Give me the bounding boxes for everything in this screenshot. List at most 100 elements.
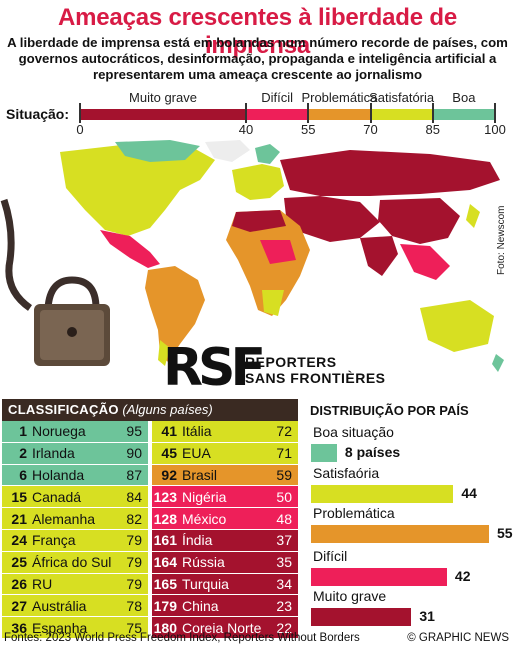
ranking-score: 23 <box>276 597 292 614</box>
distribution-bar <box>311 525 489 543</box>
ranking-rank: 165 <box>153 575 177 592</box>
ranking-rank: 27 <box>11 597 27 614</box>
ranking-row: 25 África do Sul 79 <box>2 551 148 574</box>
scale-tick-label: 85 <box>425 122 440 137</box>
distribution-label: Muito grave <box>313 588 387 604</box>
ranking-row: 21 Alemanha 82 <box>2 508 148 530</box>
ranking-header: CLASSIFICAÇÃO (Alguns países) <box>2 399 298 421</box>
distribution-value: 42 <box>454 568 471 584</box>
distribution-title: DISTRIBUIÇÃO POR PAÍS <box>310 403 469 418</box>
ranking-left-column: 1 Noruega 95 2 Irlanda 90 6 Holanda 87 15 Canadá 84… <box>2 421 148 639</box>
scale-category-label: Satisfatória <box>369 90 435 105</box>
scale-tick <box>245 103 247 123</box>
page-title: Ameaças crescentes à liberdade de impren… <box>58 4 457 59</box>
ranking-country: Alemanha <box>32 510 96 527</box>
ranking-country: Turquia <box>182 575 229 592</box>
scale-tick <box>79 103 81 123</box>
distribution-value: 44 <box>461 485 477 501</box>
ranking-country: Brasil <box>182 466 218 483</box>
ranking-row: 164 Rússia 35 <box>152 551 298 574</box>
ranking-score: 82 <box>126 510 142 527</box>
ranking-rank: 2 <box>19 445 27 462</box>
ranking-score: 72 <box>276 423 292 440</box>
world-map-graphic <box>0 140 515 398</box>
ranking-rank: 36 <box>11 619 27 636</box>
scale-category-label: Problemática <box>301 90 378 105</box>
ranking-header-title: CLASSIFICAÇÃO <box>8 402 119 417</box>
ranking-rank: 26 <box>11 575 27 592</box>
ranking-country: Índia <box>182 532 213 549</box>
scale-segment <box>432 109 495 120</box>
ranking-country: México <box>182 510 227 527</box>
ranking-row: 45 EUA 71 <box>152 442 298 465</box>
ranking-score: 37 <box>276 532 292 549</box>
ranking-score: 90 <box>126 445 142 462</box>
distribution-label: Boa situação <box>313 424 394 440</box>
ranking-country: Espanha <box>32 619 88 636</box>
ranking-score: 71 <box>276 445 292 462</box>
ranking-score: 79 <box>126 532 142 549</box>
photo-credit: Foto: Newscom <box>496 205 507 275</box>
ranking-country: Rússia <box>182 554 225 571</box>
ranking-score: 48 <box>276 510 292 527</box>
distribution-value: 8 países <box>344 444 401 460</box>
distribution-bar <box>311 608 412 626</box>
distribution-label: Problemática <box>313 505 395 521</box>
ranking-country: Austrália <box>32 597 87 614</box>
ranking-score: 84 <box>126 488 142 505</box>
rsf-logo-mark: RSF <box>163 338 266 398</box>
ranking-rank: 123 <box>153 488 177 505</box>
ranking-country: Holanda <box>32 466 85 483</box>
ranking-row: 41 Itália 72 <box>152 421 298 443</box>
ranking-rank: 24 <box>11 532 27 549</box>
page-subtitle: A liberdade de imprensa está em bolandas… <box>7 35 508 82</box>
ranking-row: 27 Austrália 78 <box>2 595 148 618</box>
ranking-right-column: 41 Itália 72 45 EUA 71 92 Brasil 59 123 Nigéria 50 1… <box>152 421 298 639</box>
ranking-rank: 161 <box>153 532 177 549</box>
scale-tick <box>307 103 310 123</box>
ranking-row: 165 Turquia 34 <box>152 573 298 596</box>
ranking-row: 6 Holanda 87 <box>2 464 148 487</box>
ranking-row: 128 México 48 <box>152 508 298 530</box>
scale-tick <box>431 103 434 123</box>
scale-tick <box>369 103 372 123</box>
ranking-row: 161 Índia 37 <box>152 529 298 552</box>
ranking-rank: 15 <box>11 488 27 505</box>
ranking-country: Noruega <box>32 423 86 440</box>
ranking-rank: 25 <box>11 554 27 571</box>
ranking-row: 15 Canadá 84 <box>2 486 148 509</box>
ranking-score: 95 <box>126 423 142 440</box>
ranking-row: 180 Coreia Norte 22 <box>152 617 298 639</box>
scale-segment <box>246 109 309 120</box>
scale-tick-label: 0 <box>76 122 84 137</box>
ranking-score: 50 <box>276 488 292 505</box>
ranking-row: 36 Espanha 75 <box>2 617 148 639</box>
ranking-score: 59 <box>276 466 292 483</box>
ranking-score: 75 <box>126 619 142 636</box>
ranking-country: Canadá <box>32 488 82 505</box>
ranking-country: EUA <box>182 445 211 462</box>
scale-tick-label: 55 <box>301 122 316 137</box>
ranking-score: 79 <box>126 554 142 571</box>
ranking-row: 92 Brasil 59 <box>152 464 298 487</box>
ranking-header-note: (Alguns países) <box>122 402 213 417</box>
ranking-score: 34 <box>276 575 292 592</box>
ranking-country: China <box>182 597 219 614</box>
ranking-score: 22 <box>276 619 292 636</box>
ranking-country: África do Sul <box>32 554 112 571</box>
ranking-rank: 45 <box>161 445 177 462</box>
ranking-score: 35 <box>276 554 292 571</box>
ranking-country: Irlanda <box>32 445 75 462</box>
scale-category-label: Difícil <box>261 90 294 105</box>
ranking-score: 87 <box>126 466 142 483</box>
scale-category-label: Boa <box>452 90 476 105</box>
ranking-rank: 128 <box>153 510 177 527</box>
distribution-label: Satisfaória <box>313 465 380 481</box>
ranking-rank: 179 <box>153 597 177 614</box>
distribution-label: Difícil <box>313 548 348 564</box>
scale-tick-label: 70 <box>363 122 378 137</box>
copyright: © GRAPHIC NEWS <box>407 632 509 644</box>
ranking-rank: 21 <box>11 510 27 527</box>
ranking-score: 79 <box>126 575 142 592</box>
scale-tick-label: 100 <box>484 122 506 137</box>
